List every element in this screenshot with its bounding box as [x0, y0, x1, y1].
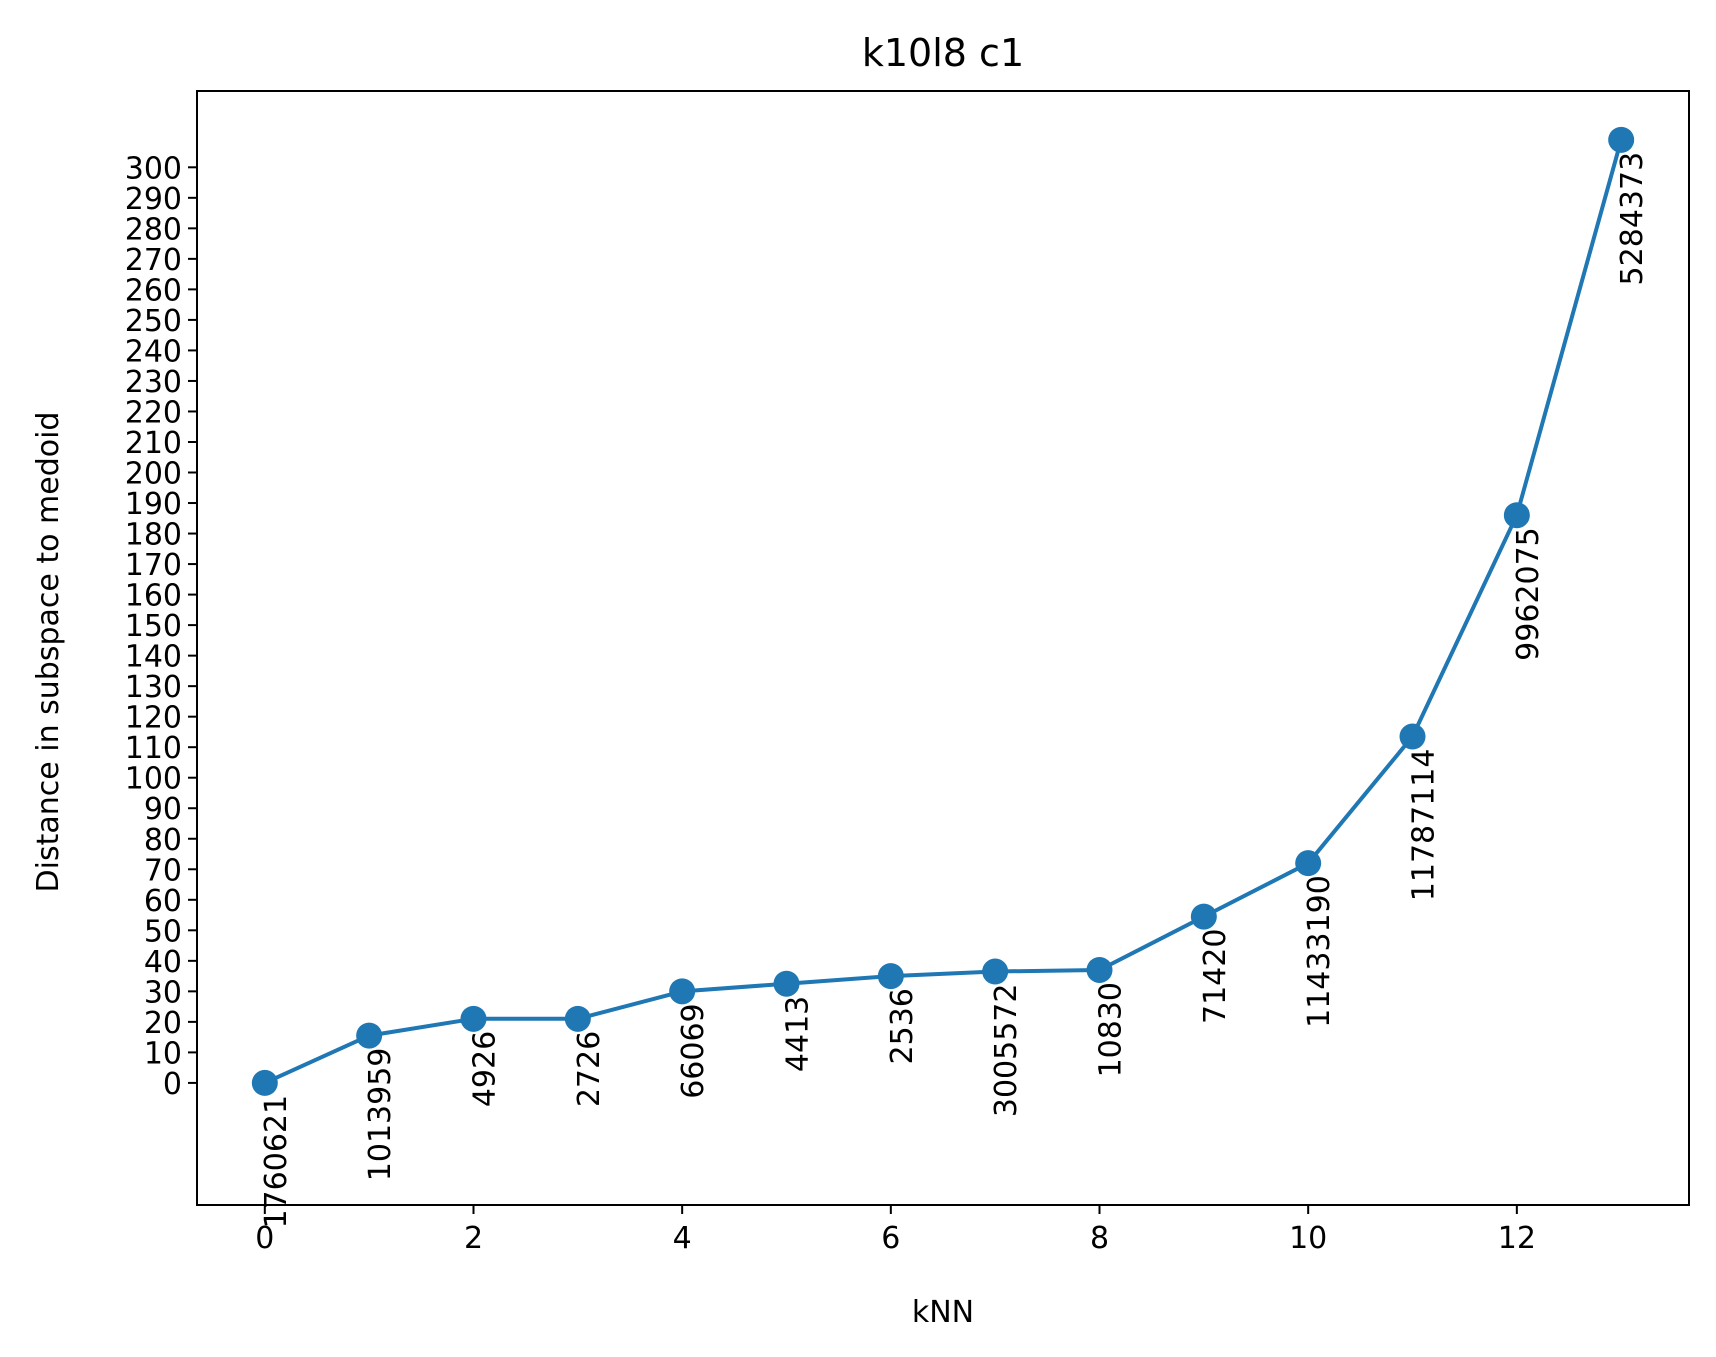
point-label-11: 11787114 [1407, 749, 1442, 902]
data-point-4 [669, 978, 696, 1005]
x-tick-label-8: 8 [1090, 1221, 1109, 1256]
y-tick-label-300: 300 [125, 151, 182, 186]
data-point-11 [1399, 723, 1426, 750]
data-point-1 [356, 1022, 383, 1049]
y-tick-label-180: 180 [125, 518, 182, 553]
y-tick-label-60: 60 [144, 884, 182, 919]
x-tick-label-0: 0 [255, 1221, 274, 1256]
point-label-8: 10830 [1094, 982, 1129, 1077]
data-point-3 [564, 1005, 591, 1032]
y-tick-label-120: 120 [125, 701, 182, 736]
y-tick-label-90: 90 [144, 792, 182, 827]
y-tick-label-20: 20 [144, 1006, 182, 1041]
point-label-9: 71420 [1198, 929, 1233, 1024]
x-axis-label: kNN [912, 1295, 974, 1330]
y-tick-label-240: 240 [125, 334, 182, 369]
y-tick-label-100: 100 [125, 762, 182, 797]
point-label-4: 66069 [676, 1003, 711, 1098]
y-tick-label-160: 160 [125, 579, 182, 614]
y-tick-label-170: 170 [125, 548, 182, 583]
x-tick-label-6: 6 [881, 1221, 900, 1256]
y-tick-label-80: 80 [144, 823, 182, 858]
y-tick-label-150: 150 [125, 609, 182, 644]
data-point-7 [982, 958, 1009, 985]
point-label-3: 2726 [572, 1031, 607, 1107]
point-label-10: 11433190 [1302, 875, 1337, 1028]
y-axis-label: Distance in subspace to medoid [31, 412, 66, 893]
y-tick-label-280: 280 [125, 212, 182, 247]
x-tick-label-2: 2 [464, 1221, 483, 1256]
x-tick-label-10: 10 [1289, 1221, 1327, 1256]
point-label-0: 1760621 [259, 1095, 294, 1229]
y-tick-label-140: 140 [125, 640, 182, 675]
point-labels-layer: 1760621 1013959 4926 2726 66069 4413 2536 30055… [259, 152, 1650, 1229]
series-layer [251, 126, 1635, 1096]
data-point-9 [1190, 903, 1217, 930]
y-tick-label-70: 70 [144, 853, 182, 888]
x-tick-label-12: 12 [1498, 1221, 1536, 1256]
y-tick-label-290: 290 [125, 182, 182, 217]
series-line [263, 139, 1624, 1085]
y-tick-label-0: 0 [163, 1067, 182, 1102]
y-tick-label-230: 230 [125, 365, 182, 400]
y-tick-label-10: 10 [144, 1036, 182, 1071]
data-point-8 [1086, 956, 1113, 983]
point-label-7: 3005572 [989, 984, 1024, 1118]
y-tick-label-210: 210 [125, 426, 182, 461]
point-label-2: 4926 [467, 1031, 502, 1107]
data-point-12 [1503, 502, 1530, 529]
point-label-13: 5284373 [1615, 152, 1650, 286]
y-tick-label-110: 110 [125, 731, 182, 766]
y-tick-label-130: 130 [125, 670, 182, 705]
y-axis-ticks: 0102030405060708090100110120130140150160… [125, 151, 197, 1102]
y-tick-label-190: 190 [125, 487, 182, 522]
y-tick-label-220: 220 [125, 395, 182, 430]
point-label-6: 2536 [885, 988, 920, 1064]
data-point-6 [877, 963, 904, 990]
data-point-5 [773, 970, 800, 997]
x-axis-ticks: 0 2 4 6 8 10 12 [255, 1205, 1536, 1256]
y-tick-label-50: 50 [144, 914, 182, 949]
point-label-12: 9962075 [1511, 527, 1546, 661]
y-tick-label-260: 260 [125, 273, 182, 308]
point-label-1: 1013959 [363, 1048, 398, 1182]
plot-frame [196, 90, 1690, 1206]
y-tick-label-40: 40 [144, 945, 182, 980]
data-point-13 [1608, 126, 1635, 153]
x-tick-label-4: 4 [673, 1221, 692, 1256]
chart-title: k10l8 c1 [862, 31, 1024, 75]
data-point-2 [460, 1005, 487, 1032]
data-point-10 [1295, 850, 1322, 877]
point-label-5: 4413 [780, 996, 815, 1072]
y-tick-label-250: 250 [125, 304, 182, 339]
y-tick-label-270: 270 [125, 243, 182, 278]
data-point-0 [251, 1069, 278, 1096]
y-tick-label-30: 30 [144, 975, 182, 1010]
y-tick-label-200: 200 [125, 457, 182, 492]
